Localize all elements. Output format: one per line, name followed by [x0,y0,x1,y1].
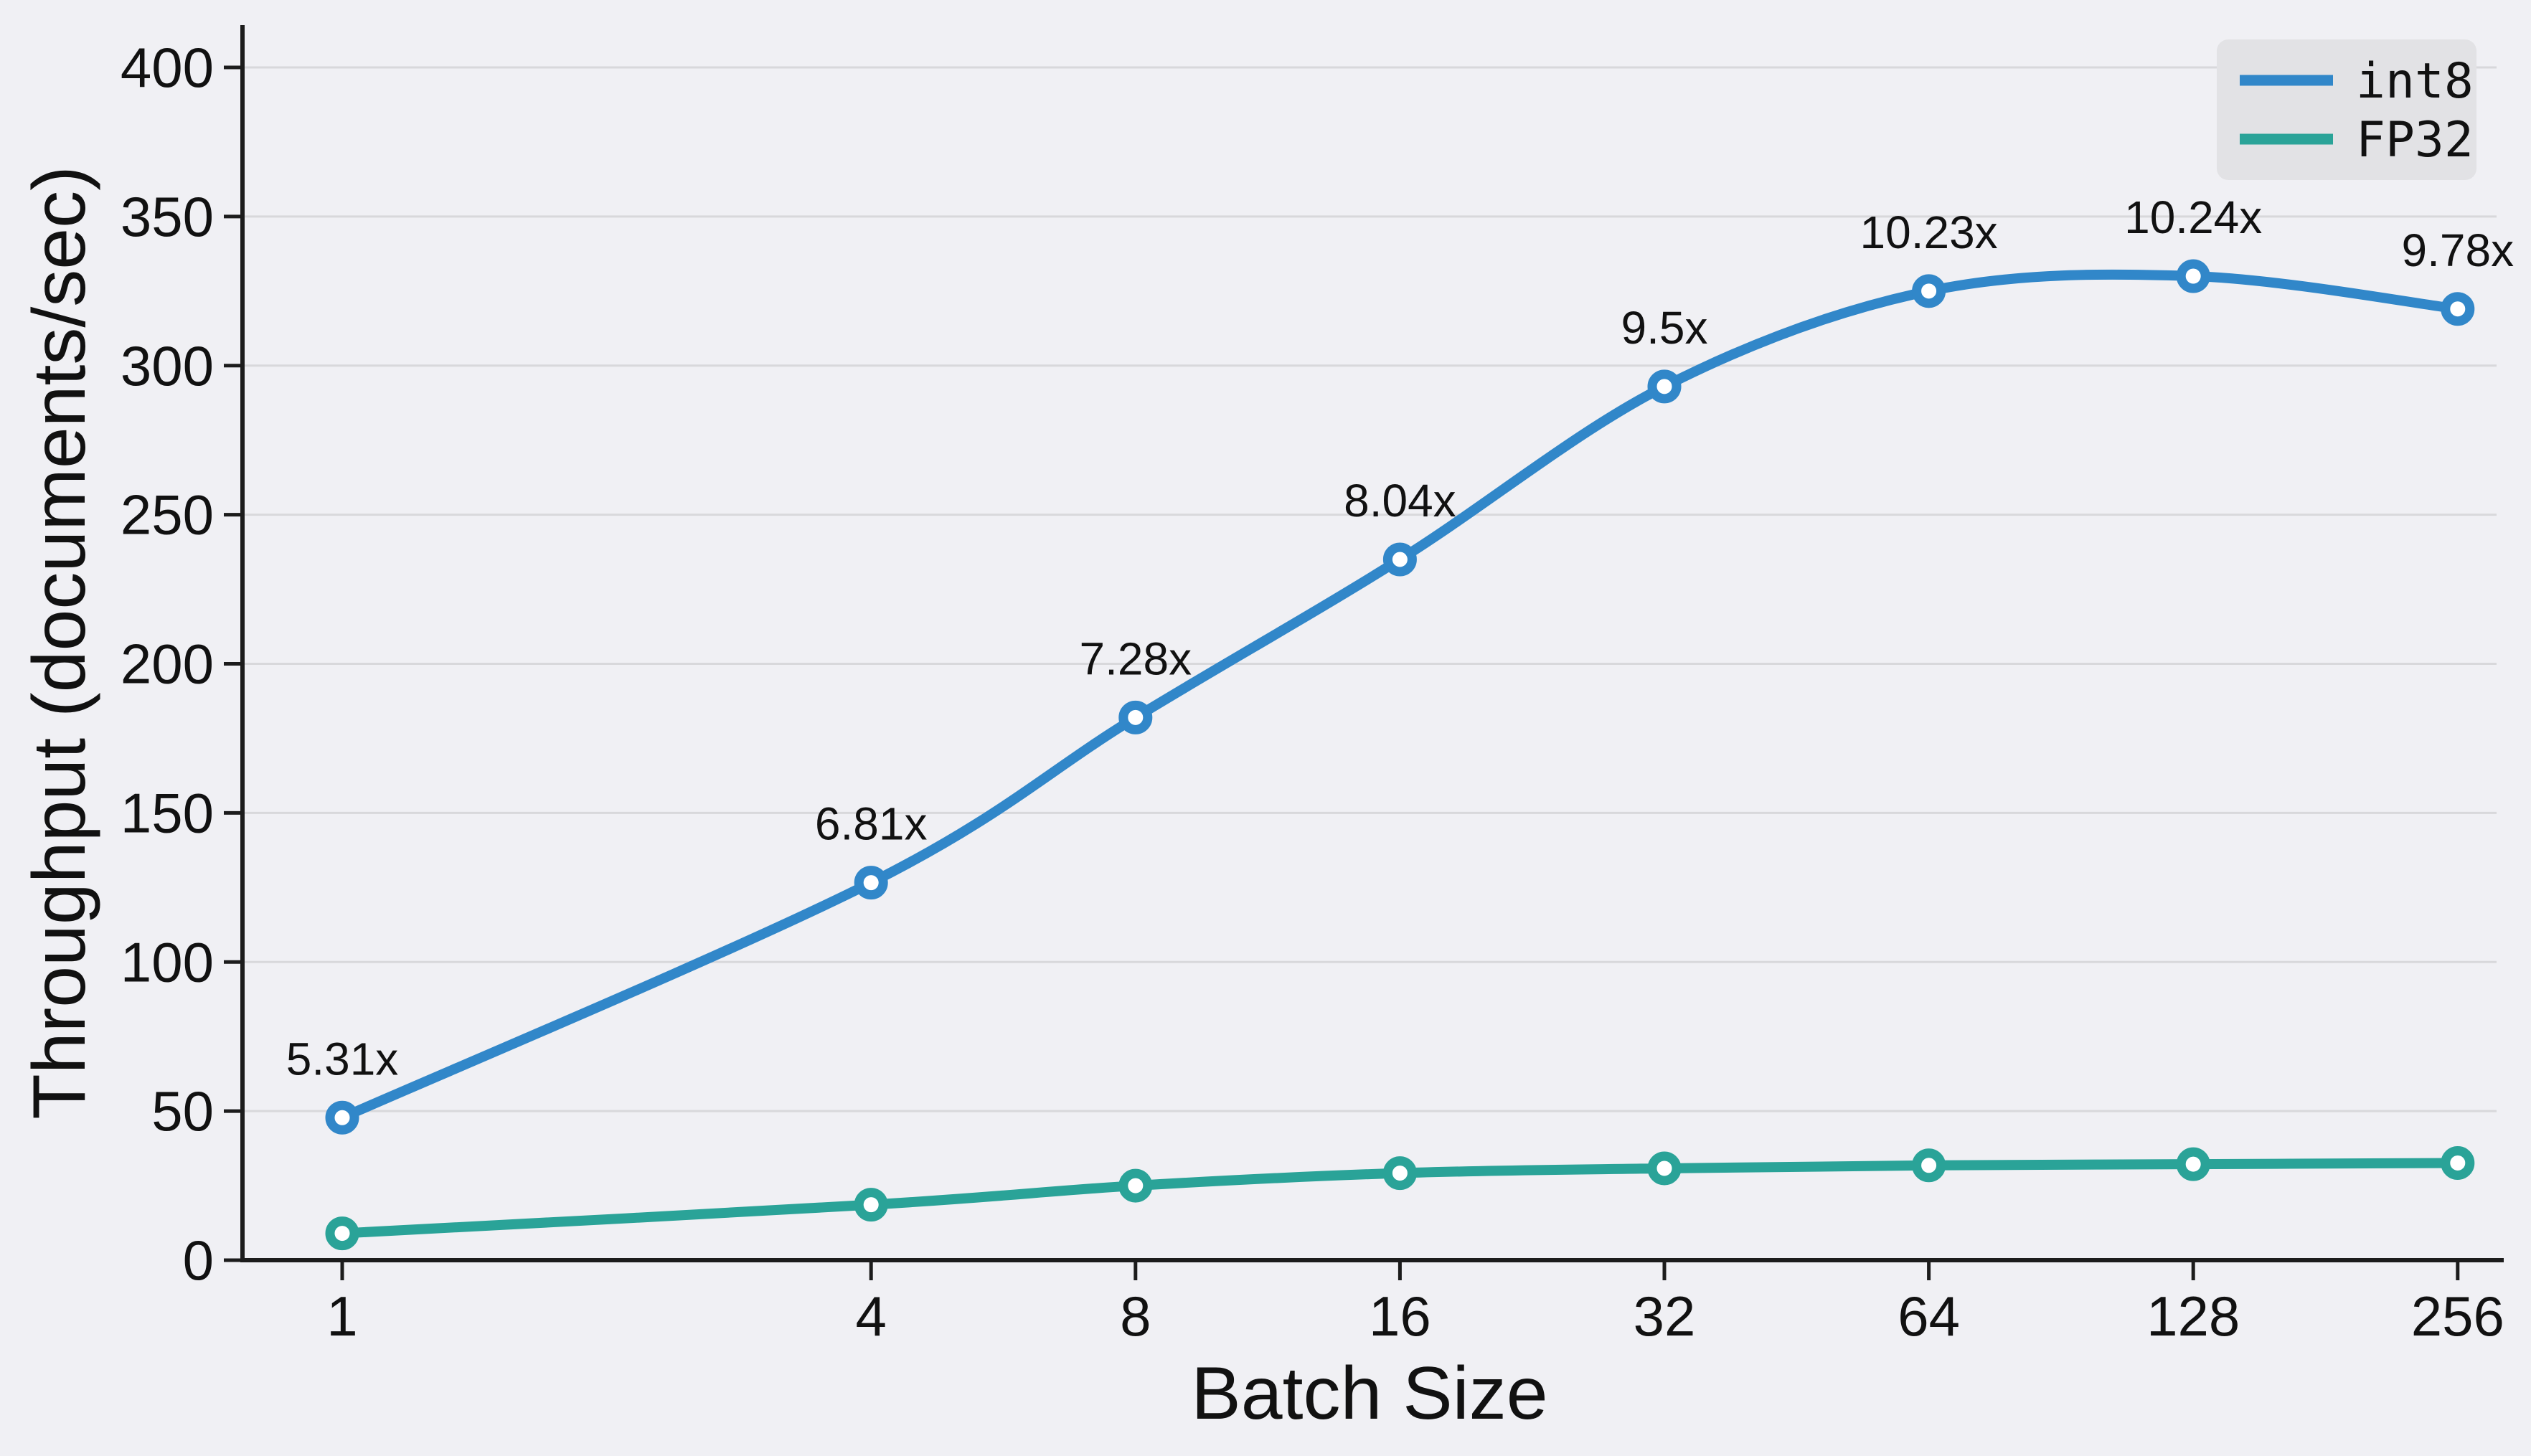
tick-labels: 0 50 100 150 200 250 300 350 400 1 4 8 16 32 64 128 256 [121,36,2504,1348]
series-lines [325,259,2475,1251]
data-point-marker-FP32 [1912,1148,1946,1183]
speedup-annotation: 9.5x [1621,302,1708,354]
data-point-marker-FP32 [854,1188,888,1222]
y-axis-title: Throughput (documents/sec) [18,166,101,1120]
point-annotations: 5.31x 6.81x 7.28x 8.04x 9.5x 10.23x 10.24x 9.78… [286,192,2514,1084]
axes [224,25,2504,1280]
speedup-annotation: 8.04x [1344,475,1456,526]
data-point-marker-int8 [1912,274,1946,308]
gridlines [242,66,2497,1112]
y-tick-label: 350 [121,185,214,248]
x-tick-label: 8 [1120,1285,1151,1348]
legend-label-int8: int8 [2356,53,2474,110]
data-point-marker-int8 [1647,369,1682,404]
data-point-marker-int8 [2176,259,2210,293]
speedup-annotation: 9.78x [2402,224,2514,276]
x-tick-label: 64 [1898,1285,1960,1348]
data-point-marker-int8 [1382,542,1417,577]
x-tick-label: 1 [326,1285,357,1348]
speedup-annotation: 6.81x [815,798,928,850]
data-point-marker-FP32 [325,1216,359,1251]
speedup-annotation: 10.24x [2124,192,2262,243]
x-tick-label: 4 [856,1285,887,1348]
x-tick-label: 16 [1369,1285,1431,1348]
series-line-FP32 [337,1158,2463,1239]
y-tick-label: 50 [151,1079,214,1143]
legend-box [2217,39,2476,180]
y-tick-label: 400 [121,36,214,99]
y-tick-label: 150 [121,781,214,844]
data-point-marker-FP32 [1647,1151,1682,1186]
y-tick-label: 200 [121,633,214,696]
data-point-marker-int8 [2441,292,2475,326]
x-tick-label: 32 [1634,1285,1696,1348]
x-tick-label: 256 [2411,1285,2504,1348]
y-tick-label: 0 [183,1229,214,1292]
x-tick-label: 128 [2146,1285,2240,1348]
data-point-marker-FP32 [2441,1145,2475,1180]
data-point-marker-FP32 [1382,1156,1417,1191]
data-point-marker-int8 [1118,700,1153,734]
speedup-annotation: 5.31x [286,1033,399,1084]
legend-label-FP32: FP32 [2356,112,2474,169]
data-point-marker-FP32 [2176,1147,2210,1181]
data-point-marker-FP32 [1118,1168,1153,1203]
y-tick-label: 300 [121,334,214,397]
speedup-annotation: 7.28x [1080,633,1192,684]
y-tick-label: 250 [121,483,214,547]
data-point-marker-int8 [325,1100,359,1135]
x-axis-title: Batch Size [1191,1352,1547,1435]
y-tick-label: 100 [121,930,214,993]
speedup-annotation: 10.23x [1860,207,1998,258]
series-line-int8 [337,269,2463,1123]
data-point-marker-int8 [854,866,888,900]
